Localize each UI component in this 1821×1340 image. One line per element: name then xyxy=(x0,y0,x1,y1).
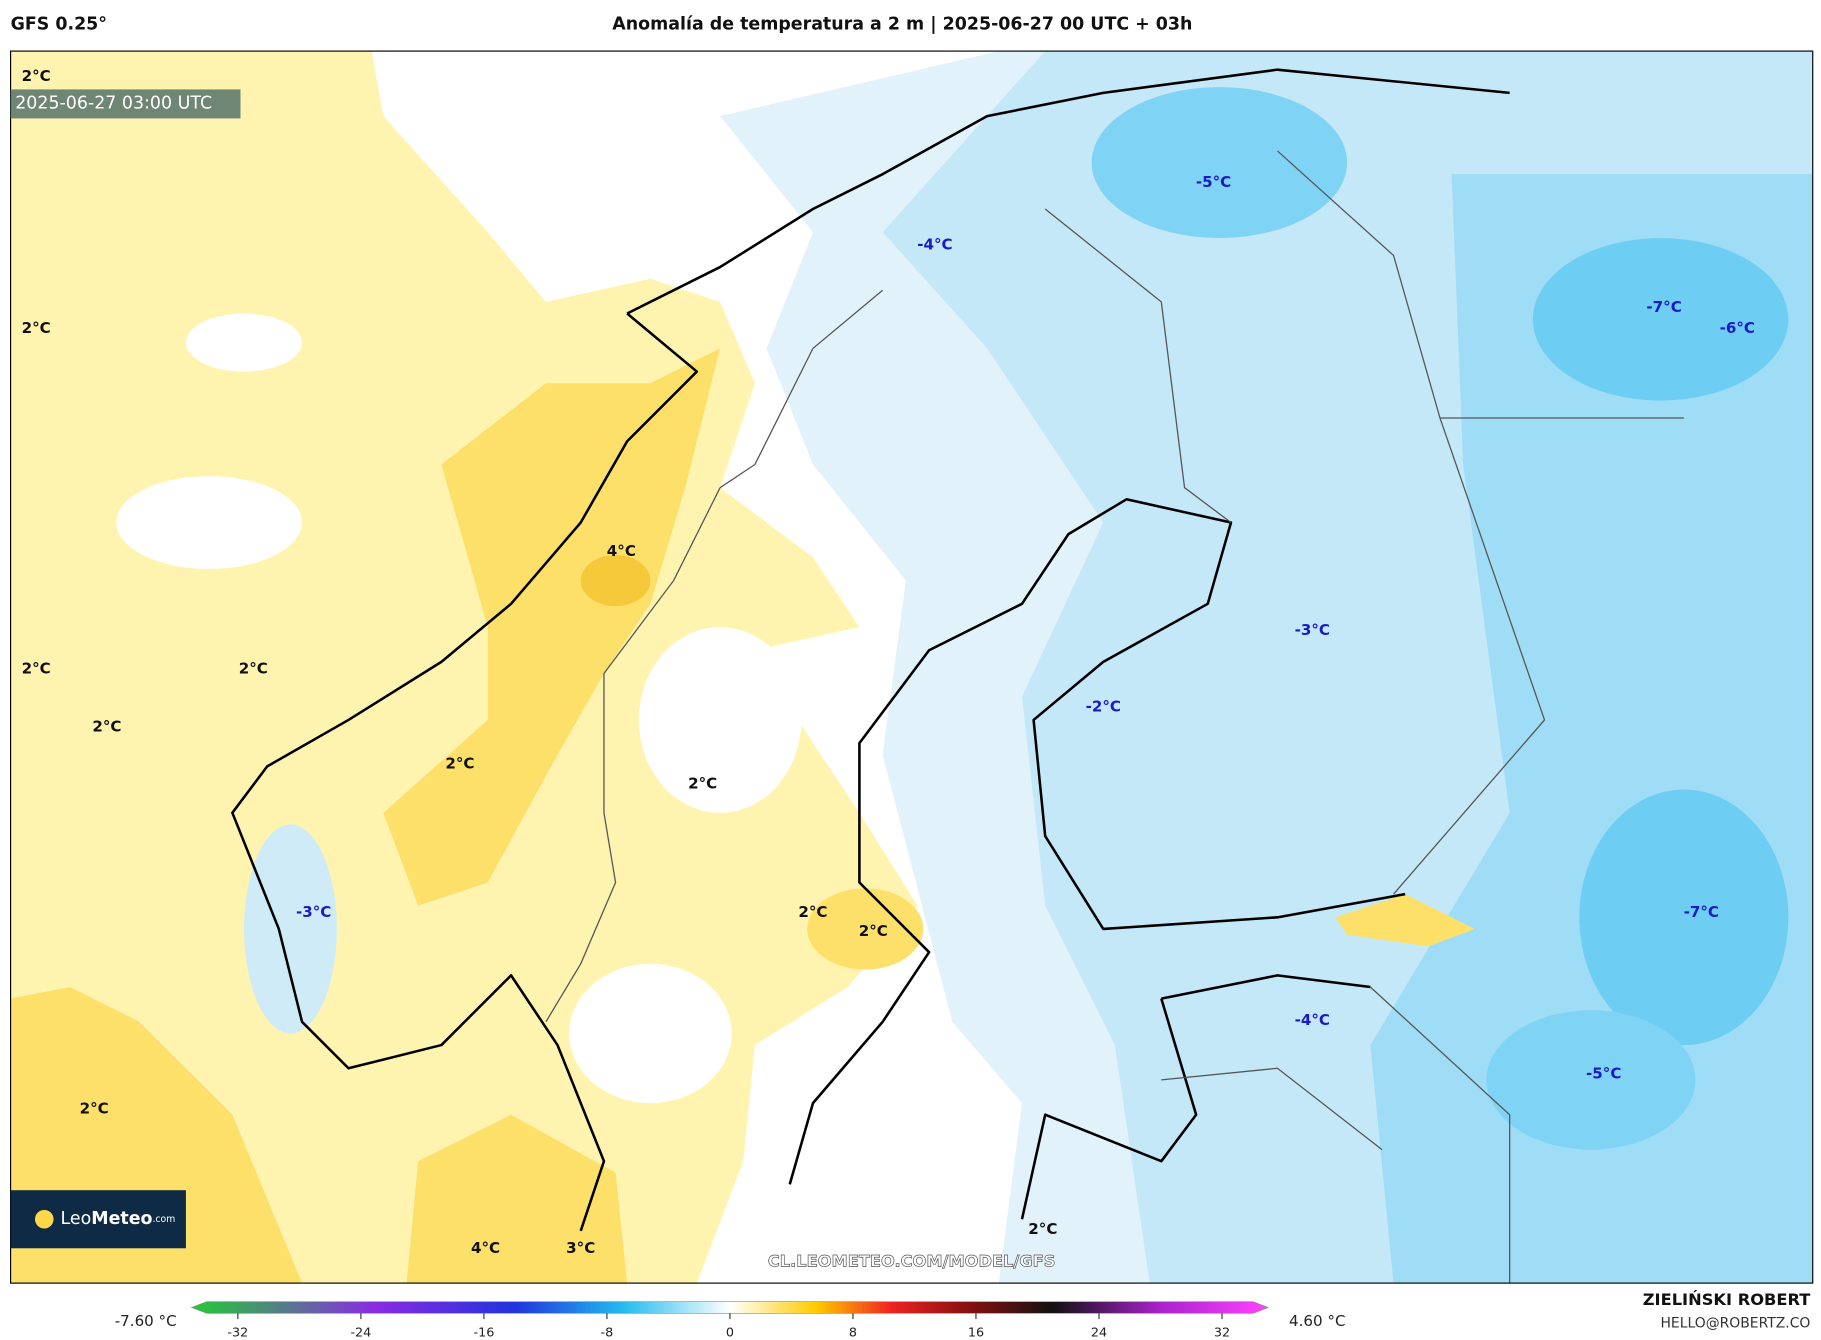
colder-area xyxy=(1486,1010,1696,1150)
colorbar-tick-label: -8 xyxy=(601,1326,614,1340)
warm-area xyxy=(1335,894,1475,947)
anomaly-label: 2°C xyxy=(80,1099,109,1117)
valid-time: 2025-06-27 03:00 UTC xyxy=(15,93,212,113)
anomaly-label: 2°C xyxy=(22,319,51,337)
colorbar: -32 -24 -16 -8 0 8 16 24 32 xyxy=(190,1301,1270,1340)
warmer-area xyxy=(807,888,924,970)
colorbar-tick-label: -24 xyxy=(350,1326,371,1340)
colorbar-max: 4.60 °C xyxy=(1289,1312,1345,1330)
anomaly-label: 2°C xyxy=(22,659,51,677)
cool-area xyxy=(243,824,337,1034)
logo-part: Leo xyxy=(61,1209,92,1229)
anomaly-label: -3°C xyxy=(296,903,331,921)
coastline xyxy=(231,312,699,1232)
anomaly-label: -5°C xyxy=(1586,1065,1621,1083)
coldest-patch xyxy=(1532,238,1789,401)
warmer-area xyxy=(406,1114,628,1284)
neutral-patch xyxy=(116,476,303,569)
colder-area xyxy=(1091,87,1348,239)
warmest-patch xyxy=(580,555,651,607)
anomaly-labels: 2°C 2°C 2°C 2°C 2°C 2°C 2°C 2°C 2°C 2°C 2°C 4°C -3°C… xyxy=(22,67,1755,1257)
anomaly-label: -6°C xyxy=(1720,319,1755,337)
map xyxy=(10,51,1813,1284)
author: ZIELIŃSKI ROBERT xyxy=(1643,1290,1811,1309)
anomaly-label: -7°C xyxy=(1684,903,1719,921)
anomaly-label: 2°C xyxy=(22,67,51,85)
anomaly-label: -2°C xyxy=(1086,698,1121,716)
coastline xyxy=(1020,974,1371,1220)
anomaly-label: 2°C xyxy=(445,755,474,773)
logo: LeoMeteo.com xyxy=(61,1209,176,1229)
coastline xyxy=(626,68,1510,315)
neutral-patch xyxy=(185,313,303,372)
colorbar-tick-label: 8 xyxy=(849,1326,857,1340)
border xyxy=(1161,986,1511,1284)
colorbar-tick-label: -32 xyxy=(227,1326,248,1340)
anomaly-label: -4°C xyxy=(917,236,952,254)
anomaly-label: 2°C xyxy=(239,659,268,677)
colorbar-tick-label: 24 xyxy=(1091,1326,1107,1340)
valid-time-box xyxy=(10,89,241,119)
anomaly-label: 2°C xyxy=(859,922,888,940)
anomaly-label: 2°C xyxy=(92,717,121,735)
colorbar-tick-label: 32 xyxy=(1214,1326,1230,1340)
warmer-area xyxy=(383,348,721,906)
anomaly-label: 4°C xyxy=(471,1239,500,1257)
anomaly-label: 2°C xyxy=(688,774,717,792)
map-frame xyxy=(10,50,1814,1284)
border xyxy=(545,150,1684,1023)
colorbar-min: -7.60 °C xyxy=(115,1312,177,1330)
anomaly-label: -4°C xyxy=(1295,1011,1330,1029)
logo-sun xyxy=(34,1209,54,1229)
colorbar-strip xyxy=(190,1301,1270,1314)
anomaly-label: 3°C xyxy=(566,1239,595,1257)
coldest-patch xyxy=(1579,789,1789,1046)
model-name: GFS 0.25° xyxy=(11,14,107,34)
anomaly-label: -3°C xyxy=(1295,621,1330,639)
neutral-patch xyxy=(569,963,732,1104)
logo-part: .com xyxy=(152,1214,175,1225)
logo-part: Meteo xyxy=(91,1209,152,1229)
colorbar-tick-label: 16 xyxy=(968,1326,984,1340)
neutral-patch xyxy=(638,627,802,813)
anomaly-label: 4°C xyxy=(607,542,636,560)
email: HELLO@ROBERTZ.CO xyxy=(1660,1316,1810,1332)
map-title: Anomalía de temperatura a 2 m | 2025-06-… xyxy=(612,14,1192,34)
colorbar-tick-label: 0 xyxy=(726,1326,734,1340)
anomaly-label: -5°C xyxy=(1196,173,1231,191)
anomaly-label: 2°C xyxy=(1028,1220,1057,1238)
anomaly-label: 2°C xyxy=(798,903,827,921)
colorbar-tick-label: -16 xyxy=(473,1326,494,1340)
watermark: CL.LEOMETEO.COM/MODEL/GFS xyxy=(768,1252,1056,1271)
coastline xyxy=(788,498,1406,1185)
anomaly-label: -7°C xyxy=(1646,298,1681,316)
